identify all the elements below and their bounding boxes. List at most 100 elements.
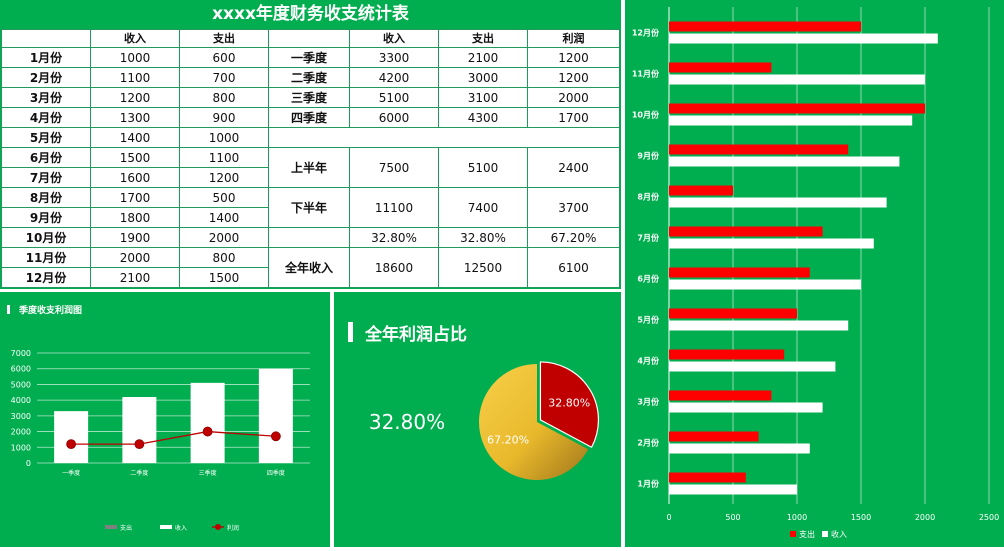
blank-cell — [268, 227, 350, 248]
quarter-label: 一季度 — [268, 47, 350, 68]
monthly-chart-panel: 1月份 2月份 3月份 4月份 5月份 6月份 7月份 8月份 9月份 10月份 11月份 12月份 … — [625, 0, 1004, 547]
annual-expense: 12500 — [438, 247, 528, 288]
expense-bar — [669, 308, 797, 319]
month-expense: 500 — [179, 187, 269, 208]
pie-slice — [539, 361, 599, 449]
pie-slice — [479, 364, 589, 480]
y-tick-label: 9月份 — [637, 151, 660, 161]
ratio-expense: 32.80% — [438, 227, 528, 248]
month-label: 5月份 — [1, 127, 91, 148]
table-row: 5月份 1400 1000 — [1, 127, 620, 148]
quarter-expense: 3000 — [438, 67, 528, 88]
second-half-label: 下半年 — [268, 187, 350, 228]
profit-ratio-title: 全年利润占比 — [364, 324, 467, 345]
income-bar — [669, 443, 810, 454]
x-tick-label: 0 — [666, 513, 671, 522]
legend-swatch — [105, 525, 117, 529]
quarter-chart-title: 季度收支利润图 — [18, 304, 82, 316]
expense-bar — [669, 185, 733, 196]
quarter-profit: 1200 — [527, 67, 620, 88]
quarter-profit: 2000 — [527, 87, 620, 108]
second-half-profit: 3700 — [527, 187, 620, 228]
second-half-expense: 7400 — [438, 187, 528, 228]
profit-point — [270, 431, 281, 442]
y-tick-label: 4月份 — [637, 356, 660, 366]
title-marker — [348, 322, 353, 342]
income-bar — [669, 33, 938, 44]
table-row: 11月份 2000 800 全年收入 18600 12500 6100 — [1, 247, 620, 288]
month-income: 1200 — [90, 87, 180, 108]
quarter-label: 二季度 — [268, 67, 350, 88]
y-tick-label: 0 — [26, 459, 31, 468]
income-bar — [190, 382, 225, 463]
pie-slice-label: 67.20% — [487, 433, 529, 446]
y-tick-label: 2000 — [11, 428, 31, 437]
profit-line — [71, 430, 276, 445]
table-row: 6月份 1500 1100 上半年 7500 5100 2400 — [1, 147, 620, 188]
profit-ratio-chart: 全年利润占比 32.80% 32.80% 67.20% — [348, 322, 599, 480]
income-bar — [669, 484, 797, 495]
month-income: 1500 — [90, 147, 180, 168]
income-bar — [669, 279, 861, 290]
x-tick-label: 二季度 — [130, 469, 148, 477]
expense-bar — [669, 226, 823, 237]
table-row: 2月份 1100 700 二季度 4200 3000 1200 — [1, 67, 620, 88]
y-tick-label: 11月份 — [632, 69, 660, 79]
x-tick-label: 1500 — [851, 513, 871, 522]
table-row: 4月份 1300 900 四季度 6000 4300 1700 — [1, 107, 620, 128]
quarter-chart: 季度收支利润图 0 1000 2000 3000 4000 5000 6000 7000 一季… — [7, 304, 310, 532]
month-expense: 1200 — [179, 167, 269, 188]
month-label: 2月份 — [1, 67, 91, 88]
month-label: 9月份 — [1, 207, 91, 228]
title-marker — [7, 305, 10, 314]
y-tick-label: 3月份 — [637, 397, 660, 407]
y-tick-label: 6月份 — [637, 274, 660, 284]
month-income: 1900 — [90, 227, 180, 248]
month-income: 1100 — [90, 67, 180, 88]
table-row: 12月份 2100 1500 — [1, 267, 620, 288]
income-bar — [54, 411, 89, 463]
legend-swatch — [215, 524, 221, 530]
legend-swatch — [790, 531, 796, 537]
expense-bar — [669, 144, 849, 155]
header-expense: 支出 — [438, 29, 528, 48]
profit-ratio-value: 32.80% — [369, 410, 445, 434]
x-tick-label: 500 — [725, 513, 740, 522]
month-expense: 1100 — [179, 147, 269, 168]
month-expense: 800 — [179, 247, 269, 268]
income-bar — [669, 115, 913, 126]
month-expense: 1400 — [179, 207, 269, 228]
quarter-expense: 4300 — [438, 107, 528, 128]
income-bar — [669, 320, 849, 331]
header-empty — [1, 29, 91, 48]
month-label: 11月份 — [1, 247, 91, 268]
month-expense: 1500 — [179, 267, 269, 288]
second-half-income: 11100 — [349, 187, 439, 228]
y-tick-label: 7月份 — [637, 233, 660, 243]
month-income: 2100 — [90, 267, 180, 288]
quarter-label: 三季度 — [268, 87, 350, 108]
profit-point — [202, 426, 213, 437]
expense-bar — [669, 21, 861, 32]
y-tick-label: 7000 — [11, 349, 31, 358]
header-profit: 利润 — [527, 29, 620, 48]
table-row: 10月份 1900 2000 32.80% 32.80% 67.20% — [1, 227, 620, 248]
quarter-expense: 2100 — [438, 47, 528, 68]
month-expense: 800 — [179, 87, 269, 108]
table-row: 3月份 1200 800 三季度 5100 3100 2000 — [1, 87, 620, 108]
month-income: 1800 — [90, 207, 180, 228]
quarter-income: 4200 — [349, 67, 439, 88]
profit-point — [66, 439, 77, 450]
income-bar — [669, 156, 900, 167]
month-income: 1300 — [90, 107, 180, 128]
y-tick-label: 3000 — [11, 412, 31, 421]
first-half-profit: 2400 — [527, 147, 620, 188]
table-header-row: 收入 支出 收入 支出 利润 — [1, 29, 620, 48]
legend-label: 利润 — [227, 524, 239, 532]
month-label: 6月份 — [1, 147, 91, 168]
y-tick-label: 5000 — [11, 380, 31, 389]
month-label: 12月份 — [1, 267, 91, 288]
expense-bar — [669, 390, 772, 401]
legend-label: 支出 — [120, 524, 132, 532]
profit-point — [134, 439, 145, 450]
